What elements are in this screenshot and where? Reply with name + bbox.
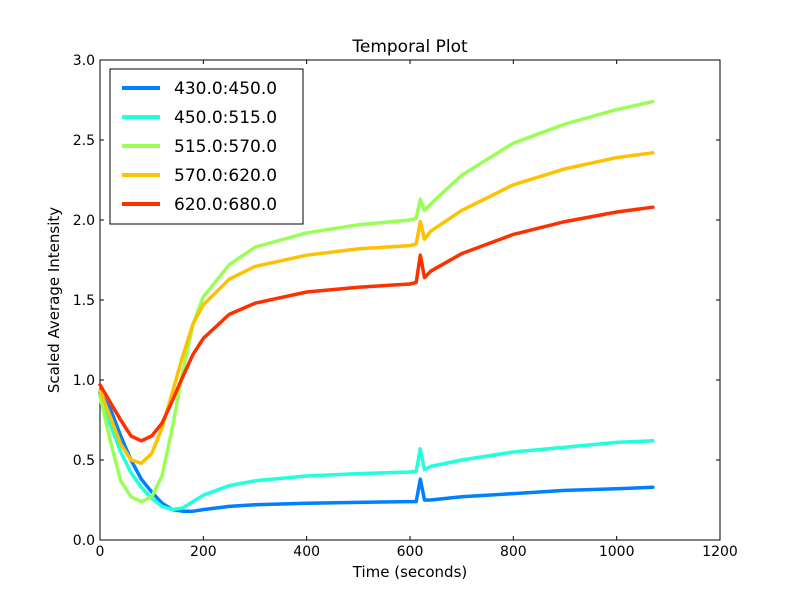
x-tick-label: 1000 [599, 544, 635, 560]
x-tick-label: 600 [397, 544, 424, 560]
series-line-5 [98, 205, 655, 443]
y-tick-label: 2.5 [73, 133, 95, 149]
axis-ticks: 0 200 400 600 800 1000 1200 0.0 0.5 1.0 1.5 2.0 2.5 3… [73, 53, 738, 560]
legend-label: 570.0:620.0 [174, 166, 277, 186]
y-tick-label: 0.0 [73, 533, 95, 549]
x-axis-label: Time (seconds) [352, 563, 468, 581]
series-line-1 [98, 391, 655, 513]
x-tick-label: 400 [293, 544, 320, 560]
series-line-4 [98, 151, 655, 465]
y-tick-label: 0.5 [73, 453, 95, 469]
x-tick-label: 800 [500, 544, 527, 560]
x-tick-label: 200 [190, 544, 217, 560]
x-tick-label: 1200 [702, 544, 738, 560]
legend: 430.0:450.0 450.0:515.0 515.0:570.0 570.0:6… [109, 68, 304, 225]
y-tick-label: 2.0 [73, 213, 95, 229]
y-axis-label: Scaled Average Intensity [45, 207, 63, 393]
series-line-2 [98, 394, 655, 512]
x-tick-label: 0 [96, 544, 105, 560]
legend-label: 450.0:515.0 [174, 108, 277, 128]
series-line-3 [98, 99, 655, 504]
legend-label: 430.0:450.0 [174, 79, 277, 99]
y-tick-label: 1.5 [73, 293, 95, 309]
y-tick-label: 1.0 [73, 373, 95, 389]
legend-label: 620.0:680.0 [174, 195, 277, 215]
legend-label: 515.0:570.0 [174, 137, 277, 157]
series-lines [98, 99, 655, 513]
y-tick-label: 3.0 [73, 53, 95, 69]
chart-title: Temporal Plot [351, 37, 468, 57]
